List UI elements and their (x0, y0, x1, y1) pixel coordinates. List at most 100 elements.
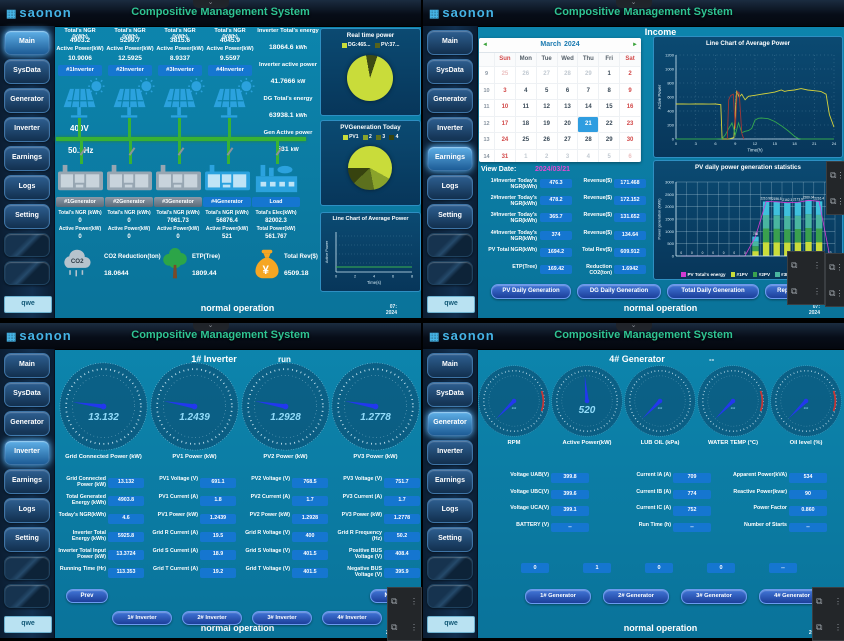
screen-recorder-overlay[interactable]: ⧉ ⋮ ⧉ ⋮ (387, 587, 422, 641)
calendar-day[interactable]: 1 (599, 67, 621, 84)
sidebar-item-generator[interactable]: Generator (427, 411, 473, 436)
calendar-day[interactable]: 24 (495, 133, 516, 150)
calendar-day[interactable]: 10 (495, 100, 516, 117)
sidebar-item-earnings[interactable]: Earnings (4, 146, 50, 171)
sidebar-blank-slot[interactable] (4, 261, 50, 285)
calendar-day[interactable]: 7 (578, 83, 600, 100)
calendar-day[interactable]: 27 (557, 133, 579, 150)
qwe-button[interactable]: qwe (427, 616, 475, 633)
sidebar-blank-slot[interactable] (427, 233, 473, 257)
calendar-day[interactable]: 14 (578, 100, 600, 117)
calendar-day[interactable]: 5 (536, 83, 558, 100)
calendar-day[interactable]: 4 (515, 83, 537, 100)
sidebar-item-setting[interactable]: Setting (427, 527, 473, 552)
sidebar-blank-slot[interactable] (4, 584, 50, 608)
sidebar-item-main[interactable]: Main (4, 353, 50, 378)
sidebar-item-inverter[interactable]: Inverter (427, 440, 473, 465)
calendar-day[interactable]: 6 (557, 83, 579, 100)
sidebar-blank-slot[interactable] (4, 556, 50, 580)
calendar-day[interactable]: 4 (578, 149, 600, 162)
generator-button[interactable]: Load (252, 197, 300, 207)
inverter-button[interactable]: #2Inverter (108, 65, 152, 76)
sidebar-item-logs[interactable]: Logs (427, 498, 473, 523)
calendar-day[interactable]: 9 (620, 83, 641, 100)
more-options-icon[interactable]: ⋮ (813, 286, 821, 296)
sidebar-item-logs[interactable]: Logs (4, 175, 50, 200)
inverter-button[interactable]: #1Inverter (58, 65, 102, 76)
prev-month-icon[interactable]: ◄ (482, 42, 488, 48)
inverter-select-button[interactable]: 1# Inverter (112, 611, 172, 625)
calendar-day[interactable]: 28 (557, 67, 579, 84)
inverter-select-button[interactable]: 2# Inverter (182, 611, 242, 625)
sidebar-item-sysdata[interactable]: SysData (427, 59, 473, 84)
calendar-day[interactable]: 20 (557, 116, 579, 133)
more-options-icon[interactable]: ⋮ (410, 622, 418, 632)
sidebar-blank-slot[interactable] (427, 584, 473, 608)
sidebar-item-logs[interactable]: Logs (4, 498, 50, 523)
sidebar-item-sysdata[interactable]: SysData (427, 382, 473, 407)
capture-icon[interactable]: ⧉ (391, 621, 398, 632)
calendar-day[interactable]: 28 (578, 133, 600, 150)
generator-select-button[interactable]: 2# Generator (603, 589, 669, 604)
calendar-day[interactable]: 26 (536, 133, 558, 150)
more-options-icon[interactable]: ⋮ (410, 596, 418, 606)
sidebar-item-main[interactable]: Main (427, 353, 473, 378)
sidebar-item-sysdata[interactable]: SysData (4, 59, 50, 84)
sidebar-item-earnings[interactable]: Earnings (4, 469, 50, 494)
screen-recorder-overlay[interactable]: ⧉ ⋮ ⧉ ⋮ (826, 161, 844, 215)
calendar-day[interactable]: 13 (557, 100, 579, 117)
screen-recorder-overlay[interactable]: ⧉ ⋮ ⧉ ⋮ (812, 587, 844, 641)
sidebar-item-setting[interactable]: Setting (427, 204, 473, 229)
calendar-day[interactable]: 5 (599, 149, 621, 162)
generator-button[interactable]: #3Generator (154, 197, 202, 207)
calendar-day[interactable]: 25 (495, 67, 516, 84)
inverter-button[interactable]: #4Inverter (208, 65, 252, 76)
more-options-icon[interactable]: ⋮ (835, 262, 844, 272)
calendar-day[interactable]: 25 (515, 133, 537, 150)
sidebar-item-logs[interactable]: Logs (427, 175, 473, 200)
calendar-day[interactable]: 16 (620, 100, 641, 117)
window-notch-icon[interactable]: ⌄ (615, 0, 652, 8)
sidebar-item-earnings[interactable]: Earnings (427, 146, 473, 171)
calendar-day[interactable]: 11 (515, 100, 537, 117)
capture-icon[interactable]: ⧉ (791, 285, 798, 296)
qwe-button[interactable]: qwe (4, 296, 52, 313)
calendar-day[interactable]: 6 (620, 149, 641, 162)
more-options-icon[interactable]: ⋮ (834, 622, 842, 632)
capture-icon[interactable]: ⧉ (816, 595, 823, 606)
more-options-icon[interactable]: ⋮ (813, 260, 821, 270)
sidebar-item-sysdata[interactable]: SysData (4, 382, 50, 407)
capture-icon[interactable]: ⧉ (830, 169, 837, 180)
sidebar-item-main[interactable]: Main (4, 30, 50, 55)
sidebar-item-setting[interactable]: Setting (4, 527, 50, 552)
more-options-icon[interactable]: ⋮ (836, 196, 844, 206)
more-options-icon[interactable]: ⋮ (834, 596, 842, 606)
calendar-day[interactable]: 21 (578, 116, 600, 133)
inverter-button[interactable]: #3Inverter (158, 65, 202, 76)
sidebar-blank-slot[interactable] (427, 261, 473, 285)
prev-button[interactable]: Prev (66, 589, 108, 603)
capture-icon[interactable]: ⧉ (830, 195, 837, 206)
calendar-day[interactable]: 19 (536, 116, 558, 133)
capture-icon[interactable]: ⧉ (829, 287, 836, 298)
calendar-day[interactable]: 3 (495, 83, 516, 100)
calendar-day[interactable]: 3 (558, 149, 579, 162)
calendar-day[interactable]: 12 (536, 100, 558, 117)
qwe-button[interactable]: qwe (427, 296, 475, 313)
qwe-button[interactable]: qwe (4, 616, 52, 633)
more-options-icon[interactable]: ⋮ (835, 288, 844, 298)
generator-button[interactable]: #4Generator (203, 197, 251, 207)
window-notch-icon[interactable]: ⌄ (192, 0, 229, 8)
sidebar-item-setting[interactable]: Setting (4, 204, 50, 229)
generator-button[interactable]: #2Generator (105, 197, 153, 207)
action-button-dg-daily-generation[interactable]: DG Daily Generation (577, 284, 661, 299)
sidebar-item-inverter[interactable]: Inverter (4, 117, 50, 142)
more-options-icon[interactable]: ⋮ (836, 170, 844, 180)
generator-select-button[interactable]: 3# Generator (681, 589, 747, 604)
calendar-day[interactable]: 22 (599, 116, 621, 133)
calendar-day[interactable]: 2 (620, 67, 641, 84)
calendar-day[interactable]: 30 (620, 133, 641, 150)
calendar-day[interactable]: 8 (599, 83, 621, 100)
sidebar-item-generator[interactable]: Generator (4, 411, 50, 436)
generator-select-button[interactable]: 1# Generator (525, 589, 591, 604)
